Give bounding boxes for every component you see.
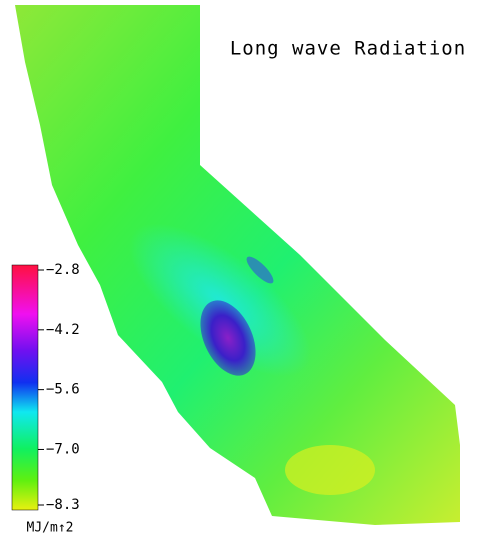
colorbar-tick-label: −4.2: [46, 322, 80, 338]
desert-patch: [285, 445, 375, 495]
colorbar-tick-label: −7.0: [46, 441, 80, 457]
colorbar-scale: [11, 264, 39, 511]
california-map: [15, 5, 460, 525]
colorbar: −2.8 −4.2 −5.6 −7.0 −8.3: [11, 262, 80, 513]
colorbar-tick-label: −2.8: [46, 262, 80, 278]
colorbar-tick-label: −8.3: [46, 497, 80, 513]
map-title: Long wave Radiation: [230, 38, 466, 60]
sierra-patch: [246, 256, 274, 284]
colorbar-unit: MJ/m↑2: [27, 521, 74, 536]
low-region: [200, 300, 256, 376]
central-valley: [128, 223, 312, 377]
colorbar-tick-label: −5.6: [46, 382, 80, 398]
